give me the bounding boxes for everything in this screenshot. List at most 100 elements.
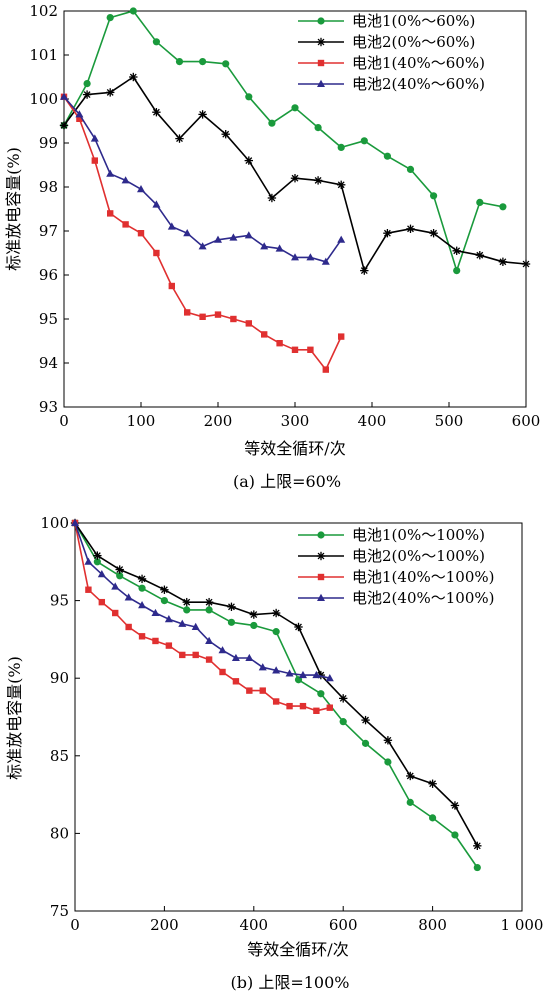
series-line [63,10,504,272]
legend-item: 电池1(40%～100%) [298,568,494,586]
data-point [227,618,236,626]
data-point [138,601,147,609]
x-tick-label: 600 [512,412,541,430]
data-point [259,687,266,694]
data-point [476,198,484,206]
y-tick-label: 98 [39,178,58,196]
x-tick-label: 500 [435,412,464,430]
data-point [214,235,222,243]
legend-item: 电池2(40%～100%) [298,589,494,607]
data-point [116,572,124,580]
data-point [406,798,414,806]
data-point [121,176,130,184]
legend-label: 电池1(0%～100%) [352,526,485,544]
data-point [152,108,161,117]
data-point [451,831,459,839]
data-point [290,174,300,183]
data-point [313,707,320,714]
data-point [339,718,347,726]
data-point [151,608,160,617]
y-tick-label: 97 [39,222,58,240]
data-point [245,653,254,662]
series-line [74,522,330,679]
data-point [125,623,132,631]
chart-b: 0 200 400 600 800 1 000 75 80 85 90 95 100 电池1(0%～1… [5,514,543,992]
data-point [198,242,207,250]
series-2 [70,518,482,851]
series-4 [60,92,346,265]
data-point [337,180,346,189]
data-point [498,257,508,266]
data-point [250,621,258,630]
data-point [184,309,191,316]
chart-b-x-axis-label: 等效全循环/次 [247,940,348,959]
series-2 [59,72,531,275]
data-point [124,593,133,601]
y-tick-label: 100 [29,90,58,108]
data-point [272,666,281,674]
data-point [137,230,145,237]
data-point [106,169,115,177]
data-point [165,642,173,649]
legend-label: 电池2(40%～100%) [352,589,494,607]
data-point [138,584,146,592]
data-point [204,597,214,607]
data-point [227,602,236,612]
legend-marker [317,59,325,67]
data-point [93,558,101,566]
data-point [473,841,482,851]
data-point [276,340,283,347]
data-point [205,606,213,614]
data-point [291,346,299,353]
legend-marker [317,17,325,25]
data-point [175,134,184,143]
data-point [160,585,169,594]
data-point [85,586,92,593]
data-point [499,203,507,211]
data-point [383,736,393,745]
data-point [258,663,267,671]
chart-b-series-layer [70,518,482,872]
data-point [430,192,438,200]
data-point [152,200,161,208]
data-point [406,165,415,173]
data-point [82,90,92,99]
data-point [521,259,531,269]
data-point [60,92,68,100]
data-point [473,863,481,872]
data-point [406,771,415,781]
data-point [232,678,240,685]
data-point [112,609,119,617]
chart-b-caption: (b) 上限=100% [231,973,350,992]
series-line [74,522,330,712]
data-point [360,137,368,145]
y-tick-label: 100 [40,514,69,532]
data-point [91,157,98,164]
data-point [453,267,461,275]
data-point [249,610,258,619]
y-tick-label: 95 [39,310,58,328]
legend-item: 电池1(0%～60%) [298,12,475,30]
x-tick-label: 0 [59,412,69,430]
y-tick-label: 94 [39,354,58,372]
data-point [326,704,333,711]
data-point [361,715,370,725]
data-point [199,313,206,320]
x-tick-label: 0 [70,916,80,934]
data-point [361,739,370,747]
legend-label: 电池2(0%～100%) [352,547,485,565]
data-point [205,636,214,644]
data-point [339,694,348,703]
data-point [93,551,102,560]
y-tick-label: 75 [50,902,69,920]
data-point [337,143,345,151]
data-point [260,242,269,250]
data-point [245,320,252,327]
series-4 [71,518,334,682]
data-point [275,244,284,252]
data-point [164,615,173,623]
data-point [384,758,392,766]
data-point [59,121,69,130]
data-point [285,669,294,677]
